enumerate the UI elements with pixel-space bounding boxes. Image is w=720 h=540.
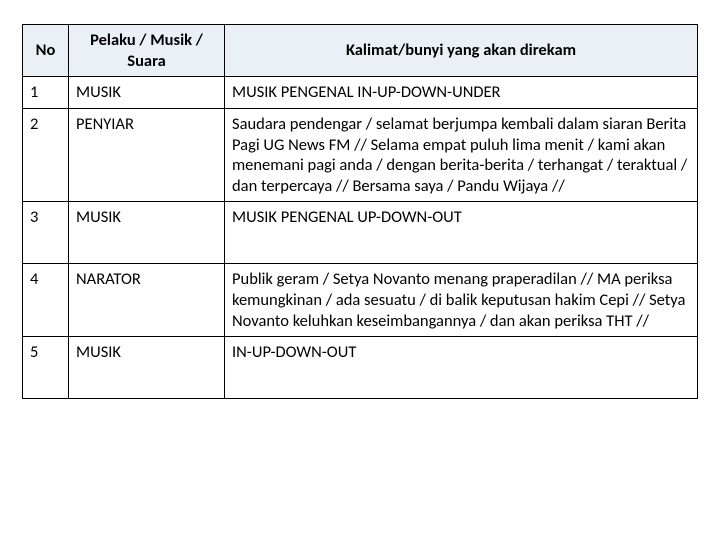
cell-pelaku: MUSIK <box>69 202 225 264</box>
table-row: 3 MUSIK MUSIK PENGENAL UP-DOWN-OUT <box>23 202 698 264</box>
cell-kalimat: MUSIK PENGENAL IN-UP-DOWN-UNDER <box>225 77 698 109</box>
cell-pelaku: MUSIK <box>69 77 225 109</box>
table-row: 4 NARATOR Publik geram / Setya Novanto m… <box>23 264 698 337</box>
cell-kalimat: IN-UP-DOWN-OUT <box>225 337 698 399</box>
cell-no: 4 <box>23 264 69 337</box>
script-table: No Pelaku / Musik / Suara Kalimat/bunyi … <box>22 24 698 399</box>
cell-pelaku: NARATOR <box>69 264 225 337</box>
cell-kalimat: MUSIK PENGENAL UP-DOWN-OUT <box>225 202 698 264</box>
cell-pelaku: MUSIK <box>69 337 225 399</box>
header-kalimat: Kalimat/bunyi yang akan direkam <box>225 25 698 77</box>
cell-no: 1 <box>23 77 69 109</box>
cell-no: 3 <box>23 202 69 264</box>
table-header-row: No Pelaku / Musik / Suara Kalimat/bunyi … <box>23 25 698 77</box>
cell-no: 2 <box>23 108 69 202</box>
script-table-container: No Pelaku / Musik / Suara Kalimat/bunyi … <box>22 24 698 399</box>
header-pelaku: Pelaku / Musik / Suara <box>69 25 225 77</box>
table-row: 1 MUSIK MUSIK PENGENAL IN-UP-DOWN-UNDER <box>23 77 698 109</box>
cell-no: 5 <box>23 337 69 399</box>
cell-kalimat: Publik geram / Setya Novanto menang prap… <box>225 264 698 337</box>
cell-kalimat: Saudara pendengar / selamat berjumpa kem… <box>225 108 698 202</box>
header-no: No <box>23 25 69 77</box>
cell-pelaku: PENYIAR <box>69 108 225 202</box>
table-row: 2 PENYIAR Saudara pendengar / selamat be… <box>23 108 698 202</box>
table-row: 5 MUSIK IN-UP-DOWN-OUT <box>23 337 698 399</box>
